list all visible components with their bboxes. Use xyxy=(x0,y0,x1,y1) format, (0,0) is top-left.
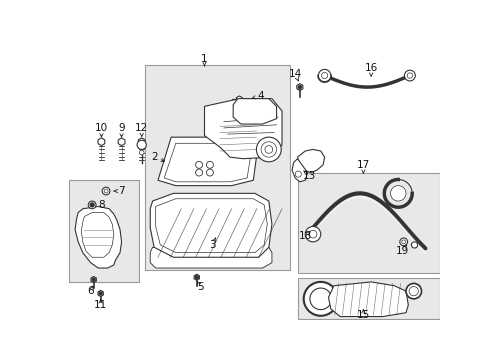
Polygon shape xyxy=(75,206,122,268)
Circle shape xyxy=(104,189,108,193)
Polygon shape xyxy=(150,247,271,268)
Text: 5: 5 xyxy=(197,282,203,292)
Text: 3: 3 xyxy=(208,240,215,250)
Circle shape xyxy=(318,69,330,82)
Polygon shape xyxy=(158,137,256,186)
Text: 12: 12 xyxy=(135,123,148,133)
Circle shape xyxy=(305,226,320,242)
Circle shape xyxy=(303,282,337,316)
Circle shape xyxy=(137,140,146,149)
Circle shape xyxy=(298,86,301,89)
Circle shape xyxy=(261,142,276,157)
Text: 2: 2 xyxy=(150,152,157,162)
Text: 18: 18 xyxy=(298,231,311,241)
Circle shape xyxy=(410,242,417,248)
Circle shape xyxy=(90,203,94,207)
Text: 17: 17 xyxy=(356,160,369,170)
Text: 14: 14 xyxy=(288,69,301,79)
Circle shape xyxy=(407,73,412,78)
Polygon shape xyxy=(328,282,407,316)
Polygon shape xyxy=(150,193,271,257)
Circle shape xyxy=(92,278,95,281)
Circle shape xyxy=(404,70,414,81)
Circle shape xyxy=(206,161,213,168)
Circle shape xyxy=(264,145,272,153)
Circle shape xyxy=(99,292,102,295)
Circle shape xyxy=(309,288,331,310)
Circle shape xyxy=(206,169,213,176)
Bar xyxy=(144,65,289,270)
Bar xyxy=(297,172,439,273)
Circle shape xyxy=(195,276,198,279)
Text: 8: 8 xyxy=(98,200,104,210)
Text: 7: 7 xyxy=(118,186,124,196)
Circle shape xyxy=(88,201,96,209)
Text: 10: 10 xyxy=(95,123,108,133)
Text: 19: 19 xyxy=(395,246,408,256)
Bar xyxy=(297,278,439,319)
Polygon shape xyxy=(297,149,324,172)
Circle shape xyxy=(295,171,301,177)
Circle shape xyxy=(321,72,327,78)
Circle shape xyxy=(408,287,418,296)
Circle shape xyxy=(195,169,202,176)
Circle shape xyxy=(139,150,144,155)
Circle shape xyxy=(308,230,316,238)
Bar xyxy=(69,180,138,282)
Circle shape xyxy=(401,240,405,244)
Text: 6: 6 xyxy=(87,286,94,296)
Circle shape xyxy=(390,186,405,201)
Text: 16: 16 xyxy=(364,63,377,73)
Polygon shape xyxy=(233,99,276,124)
Circle shape xyxy=(399,238,407,246)
Text: 4: 4 xyxy=(257,91,264,100)
Text: 9: 9 xyxy=(118,123,124,133)
Text: 13: 13 xyxy=(302,171,315,181)
Circle shape xyxy=(405,283,421,299)
Circle shape xyxy=(195,161,202,168)
Text: 11: 11 xyxy=(94,300,107,310)
Circle shape xyxy=(256,137,281,162)
Circle shape xyxy=(102,187,110,195)
Polygon shape xyxy=(291,159,307,182)
Text: 15: 15 xyxy=(356,310,369,320)
Polygon shape xyxy=(204,99,282,159)
Text: 1: 1 xyxy=(201,54,207,64)
